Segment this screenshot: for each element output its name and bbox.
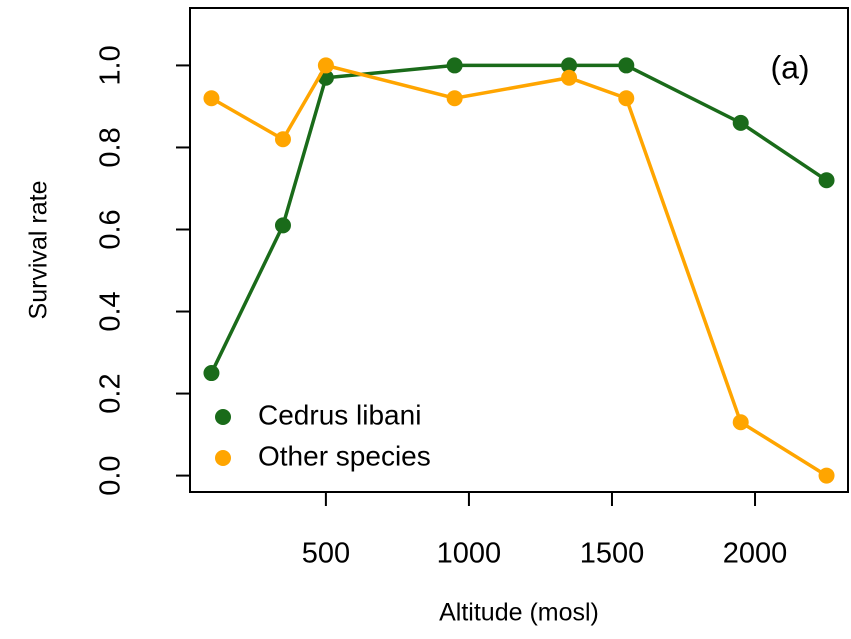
y-tick-label: 0.2 [95,373,127,413]
legend-marker [215,450,231,466]
y-tick-label: 0.0 [95,455,127,495]
x-axis-title: Altitude (mosl) [439,599,599,627]
x-tick-label: 1500 [580,538,645,570]
data-point [446,57,463,74]
legend-label: Cedrus libani [258,399,421,430]
x-tick-label: 500 [302,538,350,570]
y-tick-label: 0.8 [95,127,127,167]
data-point [818,172,835,189]
data-point [561,57,578,74]
data-point [446,90,463,107]
data-point [274,217,291,234]
data-point [732,114,749,131]
series-line [209,63,828,374]
legend-marker [215,409,231,425]
y-tick-label: 1.0 [95,45,127,85]
data-point [618,57,635,74]
series-line [210,63,828,478]
data-point [274,131,291,148]
data-point [203,90,220,107]
data-point [317,57,334,74]
data-point [732,414,749,431]
data-point [818,467,835,484]
plot-frame [189,7,849,493]
y-tick-label: 0.4 [95,291,127,331]
y-tick-label: 0.6 [95,209,127,249]
data-point [203,365,220,382]
y-axis-title: Survival rate [25,181,53,320]
x-tick-label: 1000 [437,538,502,570]
legend-label: Other species [258,440,431,471]
x-tick-label: 2000 [723,538,788,570]
data-point [618,90,635,107]
panel-label: (a) [770,49,809,85]
data-point [561,69,578,86]
